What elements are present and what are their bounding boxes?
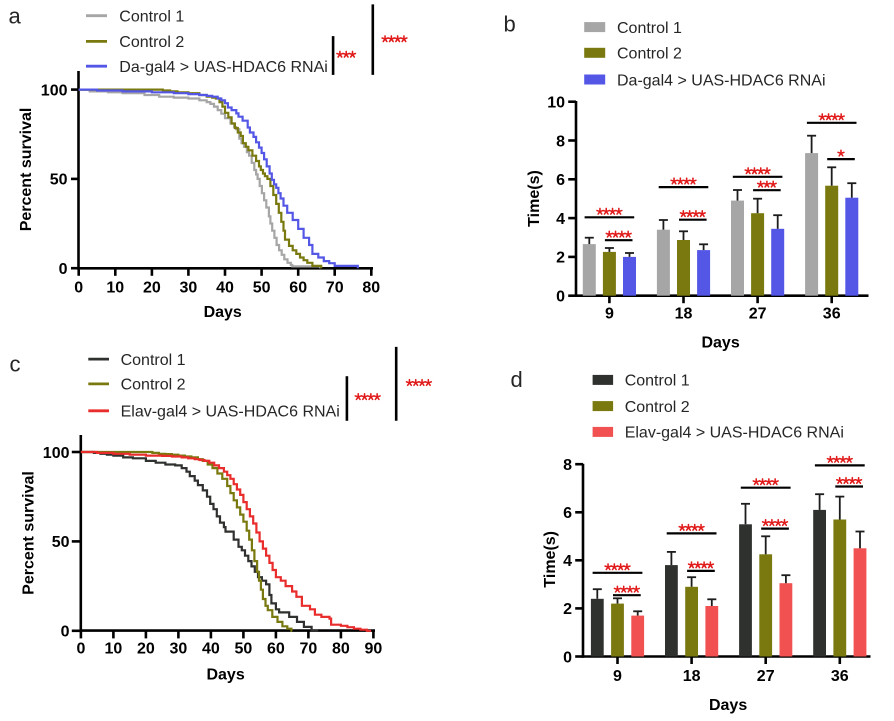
svg-text:20: 20 xyxy=(137,641,155,658)
svg-text:10: 10 xyxy=(547,95,565,112)
svg-text:Time(s): Time(s) xyxy=(526,170,543,227)
svg-text:6: 6 xyxy=(556,172,565,189)
svg-text:9: 9 xyxy=(613,668,622,685)
svg-text:9: 9 xyxy=(605,306,614,323)
svg-text:27: 27 xyxy=(749,306,767,323)
svg-text:30: 30 xyxy=(180,279,198,296)
svg-text:10: 10 xyxy=(105,641,123,658)
svg-text:80: 80 xyxy=(332,641,350,658)
svg-text:Days: Days xyxy=(204,304,242,321)
svg-text:70: 70 xyxy=(300,641,318,658)
svg-text:Da-gal4 > UAS-HDAC6 RNAi: Da-gal4 > UAS-HDAC6 RNAi xyxy=(617,72,826,89)
svg-text:30: 30 xyxy=(170,641,188,658)
svg-text:40: 40 xyxy=(202,641,220,658)
svg-text:100: 100 xyxy=(43,445,70,462)
svg-text:0: 0 xyxy=(59,261,68,278)
svg-text:80: 80 xyxy=(362,279,380,296)
svg-text:Control 2: Control 2 xyxy=(121,377,186,394)
svg-text:c: c xyxy=(10,352,21,377)
svg-text:Days: Days xyxy=(701,335,739,352)
svg-text:0: 0 xyxy=(563,649,572,666)
svg-text:Elav-gal4 > UAS-HDAC6 RNAi: Elav-gal4 > UAS-HDAC6 RNAi xyxy=(121,404,340,421)
svg-text:Days: Days xyxy=(709,697,747,714)
svg-text:0: 0 xyxy=(556,289,565,306)
svg-text:d: d xyxy=(511,367,523,392)
svg-text:Control 2: Control 2 xyxy=(119,34,184,51)
svg-text:100: 100 xyxy=(41,82,68,99)
svg-text:18: 18 xyxy=(683,668,701,685)
svg-text:4: 4 xyxy=(563,553,572,570)
svg-text:50: 50 xyxy=(235,641,253,658)
svg-text:Da-gal4 > UAS-HDAC6 RNAi: Da-gal4 > UAS-HDAC6 RNAi xyxy=(119,59,328,76)
svg-text:60: 60 xyxy=(267,641,285,658)
svg-text:36: 36 xyxy=(831,668,849,685)
svg-text:Control 1: Control 1 xyxy=(625,373,690,390)
svg-text:Elav-gal4 > UAS-HDAC6 RNAi: Elav-gal4 > UAS-HDAC6 RNAi xyxy=(625,425,844,442)
svg-text:36: 36 xyxy=(823,306,841,323)
svg-text:50: 50 xyxy=(253,279,271,296)
svg-text:Percent survival: Percent survival xyxy=(18,108,35,232)
svg-text:70: 70 xyxy=(326,279,344,296)
svg-text:10: 10 xyxy=(106,279,124,296)
svg-text:Control 1: Control 1 xyxy=(617,20,682,37)
svg-text:8: 8 xyxy=(556,133,565,150)
svg-text:18: 18 xyxy=(675,306,693,323)
svg-text:50: 50 xyxy=(50,172,68,189)
svg-text:90: 90 xyxy=(365,641,383,658)
svg-text:4: 4 xyxy=(556,211,565,228)
svg-text:Percent survival: Percent survival xyxy=(21,471,38,595)
svg-text:6: 6 xyxy=(563,505,572,522)
svg-text:0: 0 xyxy=(76,641,85,658)
svg-text:a: a xyxy=(9,4,22,29)
svg-text:Days: Days xyxy=(206,667,244,684)
svg-text:60: 60 xyxy=(289,279,307,296)
svg-text:Time(s): Time(s) xyxy=(542,531,559,588)
svg-text:Control 2: Control 2 xyxy=(617,46,682,63)
svg-text:2: 2 xyxy=(556,250,565,267)
svg-text:0: 0 xyxy=(61,624,70,641)
svg-text:40: 40 xyxy=(216,279,234,296)
svg-text:0: 0 xyxy=(74,279,83,296)
svg-text:20: 20 xyxy=(143,279,161,296)
svg-text:2: 2 xyxy=(563,601,572,618)
svg-text:50: 50 xyxy=(52,534,70,551)
svg-text:8: 8 xyxy=(563,457,572,474)
svg-text:b: b xyxy=(504,11,516,36)
svg-text:Control 2: Control 2 xyxy=(625,399,690,416)
svg-text:Control 1: Control 1 xyxy=(119,9,184,26)
svg-text:Control 1: Control 1 xyxy=(121,352,186,369)
svg-text:27: 27 xyxy=(757,668,775,685)
